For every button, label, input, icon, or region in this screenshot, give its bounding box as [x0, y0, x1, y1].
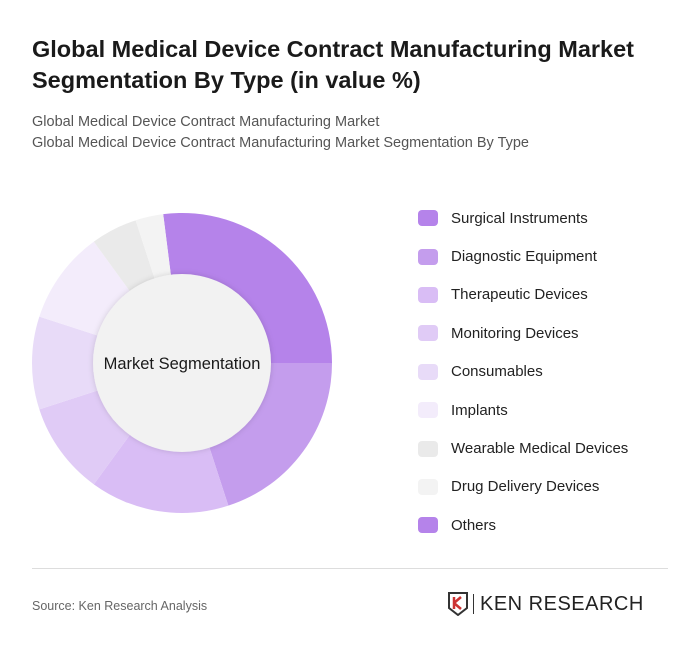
legend-label: Others [451, 516, 497, 534]
legend-label: Drug Delivery Devices [451, 478, 600, 496]
donut-center [93, 274, 271, 452]
slice-drug-delivery-devices [135, 214, 171, 280]
divider [32, 568, 668, 569]
legend-item: Diagnostic Equipment [418, 237, 628, 275]
ken-logo-icon [448, 592, 468, 616]
legend-item: Monitoring Devices [418, 314, 628, 352]
legend-swatch [418, 363, 438, 380]
legend-swatch [418, 402, 438, 419]
legend-item: Therapeutic Devices [418, 276, 628, 314]
slice-diagnostic-equipment [209, 363, 332, 506]
legend-label: Monitoring Devices [451, 324, 579, 342]
legend-swatch [418, 517, 438, 534]
legend-swatch [418, 286, 438, 303]
legend-swatch [418, 325, 438, 342]
legend-item: Implants [418, 391, 628, 429]
subtitle-market: Global Medical Device Contract Manufactu… [32, 114, 380, 130]
slice-surgical-instruments [163, 213, 332, 363]
legend-label: Therapeutic Devices [451, 286, 588, 304]
legend-label: Surgical Instruments [451, 209, 588, 227]
legend-item: Consumables [418, 353, 628, 391]
legend-swatch [418, 210, 438, 227]
legend-item: Surgical Instruments [418, 199, 628, 237]
legend: Surgical Instruments Diagnostic Equipment… [418, 199, 628, 545]
legend-label: Diagnostic Equipment [451, 248, 597, 266]
center-label: Market Segmentation [104, 355, 261, 373]
slice-implants [39, 241, 131, 336]
slice-consumables [32, 316, 99, 410]
legend-item: Drug Delivery Devices [418, 468, 628, 506]
legend-label: Consumables [451, 363, 543, 381]
donut-chart: Market Segmentation [32, 213, 332, 513]
legend-item: Others [418, 506, 628, 544]
legend-swatch [418, 478, 438, 495]
legend-swatch [418, 248, 438, 265]
chart-title: Global Medical Device Contract Manufactu… [32, 36, 634, 93]
slice-monitoring-devices [39, 390, 131, 485]
subtitle-segmentation: Global Medical Device Contract Manufactu… [32, 135, 530, 151]
slice-therapeutic-devices [93, 434, 229, 513]
source-note: Source: Ken Research Analysis [32, 599, 208, 613]
logo-text: KEN RESEARCH [480, 592, 644, 615]
legend-label: Wearable Medical Devices [451, 440, 629, 458]
legend-label: Implants [451, 401, 508, 419]
slice-wearable-medical-devices [93, 220, 155, 292]
ken-research-logo: KEN RESEARCH [448, 592, 644, 616]
legend-swatch [418, 440, 438, 457]
legend-item: Wearable Medical Devices [418, 429, 628, 467]
